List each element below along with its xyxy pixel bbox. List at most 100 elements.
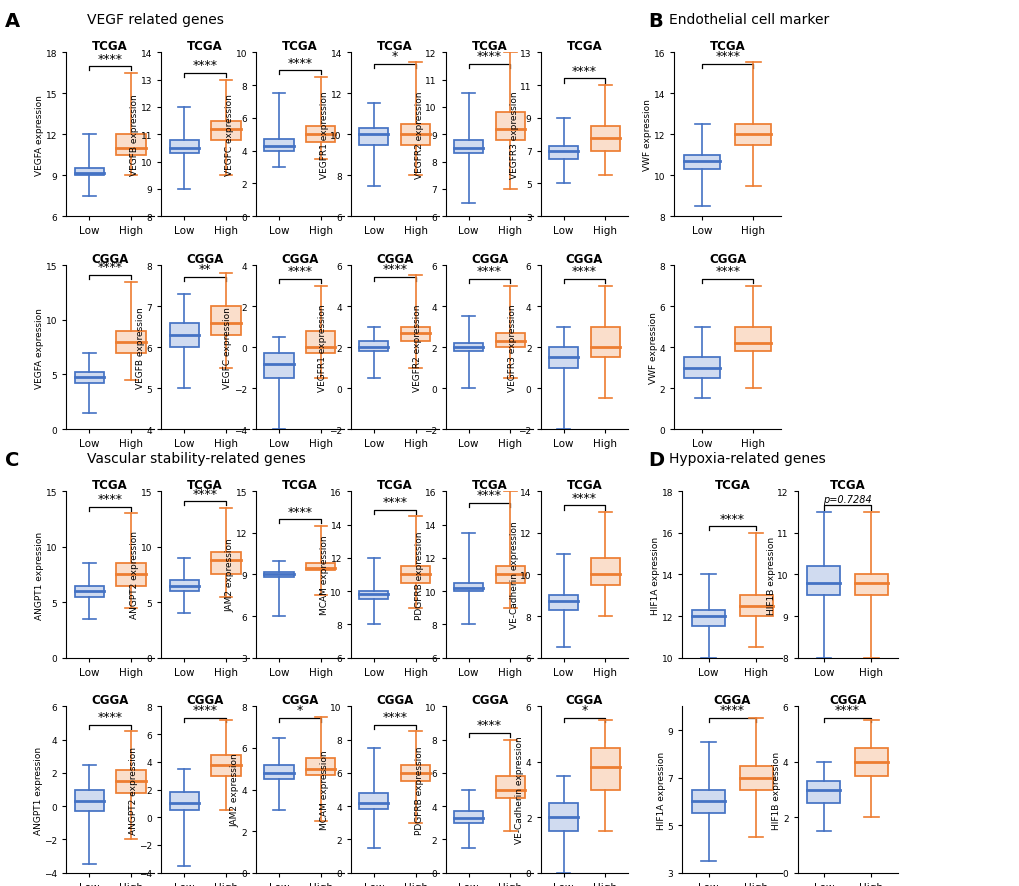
Bar — [116, 136, 146, 156]
Title: CGGA: CGGA — [708, 253, 746, 266]
Bar — [495, 333, 525, 348]
Text: B: B — [648, 12, 662, 30]
Text: ****: **** — [714, 265, 740, 278]
Y-axis label: VE-Cadherin expression: VE-Cadherin expression — [515, 736, 524, 843]
Bar — [169, 792, 199, 811]
Bar — [400, 765, 430, 781]
Bar — [495, 776, 525, 798]
Bar — [739, 595, 772, 617]
Bar — [74, 373, 104, 384]
Bar — [453, 583, 483, 592]
Bar — [548, 146, 578, 159]
Bar — [684, 156, 719, 170]
Title: TCGA: TCGA — [566, 478, 602, 492]
Y-axis label: VEGFR3 expression: VEGFR3 expression — [507, 304, 517, 392]
Bar — [306, 127, 335, 144]
Title: TCGA: TCGA — [92, 478, 128, 492]
Bar — [453, 583, 483, 592]
Bar — [684, 156, 719, 170]
Bar — [116, 770, 146, 793]
Bar — [590, 327, 620, 358]
Bar — [548, 348, 578, 369]
Bar — [400, 566, 430, 583]
Text: D: D — [648, 450, 664, 469]
Y-axis label: VEGFR2 expression: VEGFR2 expression — [415, 91, 424, 179]
Title: CGGA: CGGA — [376, 253, 413, 266]
Title: TCGA: TCGA — [186, 478, 223, 492]
Bar — [169, 141, 199, 154]
Bar — [211, 121, 240, 141]
Bar — [169, 580, 199, 592]
Bar — [264, 140, 293, 152]
Bar — [453, 141, 483, 154]
Bar — [169, 141, 199, 154]
Bar — [116, 136, 146, 156]
Text: **: ** — [199, 262, 211, 276]
Bar — [116, 331, 146, 354]
Bar — [691, 610, 725, 626]
Text: ****: **** — [572, 65, 596, 78]
Text: *: * — [297, 703, 303, 717]
Title: CGGA: CGGA — [471, 694, 507, 707]
Bar — [116, 563, 146, 586]
Text: ****: **** — [477, 719, 501, 732]
Bar — [74, 169, 104, 176]
Text: ****: **** — [193, 487, 217, 500]
Text: ****: **** — [287, 265, 312, 278]
Title: CGGA: CGGA — [828, 694, 865, 707]
Text: Hypoxia-related genes: Hypoxia-related genes — [668, 452, 825, 466]
Bar — [453, 344, 483, 352]
Bar — [306, 563, 335, 571]
Title: TCGA: TCGA — [281, 40, 318, 53]
Bar — [359, 793, 388, 810]
Bar — [548, 595, 578, 610]
Bar — [211, 307, 240, 336]
Bar — [548, 804, 578, 831]
Text: ****: **** — [477, 50, 501, 63]
Bar — [400, 125, 430, 145]
Text: ****: **** — [98, 261, 122, 274]
Bar — [359, 793, 388, 810]
Bar — [400, 327, 430, 342]
Bar — [548, 348, 578, 369]
Bar — [169, 792, 199, 811]
Bar — [854, 748, 888, 776]
Text: ****: **** — [98, 493, 122, 506]
Bar — [495, 566, 525, 583]
Y-axis label: VEGFB expression: VEGFB expression — [130, 94, 140, 176]
Y-axis label: JAM2 expression: JAM2 expression — [225, 538, 234, 611]
Y-axis label: VWF expression: VWF expression — [648, 312, 657, 384]
Text: ****: **** — [98, 711, 122, 723]
Bar — [211, 553, 240, 575]
Bar — [453, 344, 483, 352]
Bar — [116, 331, 146, 354]
Text: *: * — [581, 703, 587, 717]
Bar — [453, 812, 483, 823]
Bar — [806, 566, 840, 595]
Y-axis label: VE-Cadherin expression: VE-Cadherin expression — [510, 521, 519, 628]
Bar — [590, 748, 620, 789]
Bar — [495, 113, 525, 141]
Bar — [739, 766, 772, 789]
Title: TCGA: TCGA — [281, 478, 318, 492]
Bar — [854, 748, 888, 776]
Bar — [735, 125, 770, 145]
Bar — [359, 129, 388, 145]
Y-axis label: HIF1A expression: HIF1A expression — [656, 750, 665, 828]
Bar — [495, 333, 525, 348]
Title: CGGA: CGGA — [376, 694, 413, 707]
Bar — [590, 558, 620, 585]
Bar — [691, 789, 725, 813]
Text: ****: **** — [477, 265, 501, 278]
Bar — [74, 373, 104, 384]
Bar — [806, 781, 840, 804]
Text: ****: **** — [835, 703, 859, 717]
Bar — [400, 327, 430, 342]
Title: TCGA: TCGA — [471, 40, 507, 53]
Bar — [211, 121, 240, 141]
Bar — [74, 586, 104, 597]
Bar — [211, 553, 240, 575]
Text: ****: **** — [287, 505, 312, 518]
Bar — [211, 755, 240, 776]
Title: CGGA: CGGA — [281, 253, 318, 266]
